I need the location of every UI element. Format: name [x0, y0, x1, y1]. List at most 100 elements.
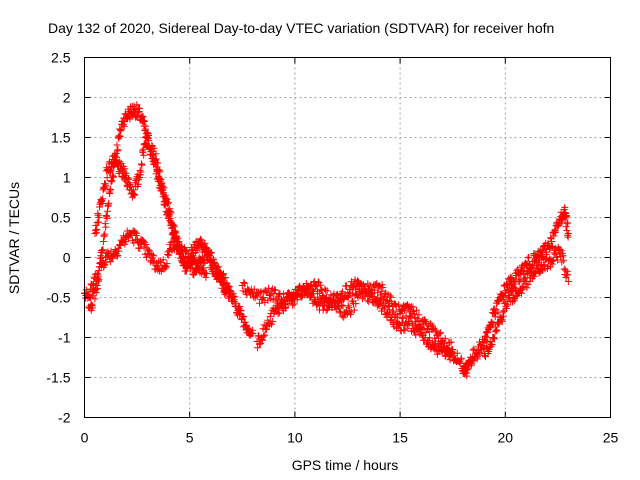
- data-point-fill: [453, 349, 461, 357]
- data-point-fill: [101, 230, 109, 238]
- data-point-fill: [493, 327, 501, 335]
- data-point-fill: [171, 234, 179, 242]
- data-point-fill: [142, 241, 150, 248]
- data-point-fill: [404, 324, 412, 332]
- data-point-fill: [236, 303, 244, 310]
- data-point-fill: [336, 308, 344, 316]
- data-point-fill: [353, 277, 361, 285]
- data-point-fill: [491, 335, 498, 343]
- data-point-fill: [102, 223, 110, 231]
- data-point-fill: [113, 252, 121, 260]
- data-point-fill: [154, 266, 162, 274]
- data-point-fill: [546, 263, 554, 271]
- data-point-fill: [152, 155, 160, 163]
- y-tick-label: 2.5: [51, 50, 71, 66]
- data-point-fill: [394, 314, 402, 322]
- data-point-fill: [235, 311, 243, 318]
- data-point-fill: [200, 264, 207, 272]
- data-point-fill: [287, 297, 295, 304]
- data-point-fill: [254, 344, 262, 352]
- data-point-fill: [495, 320, 503, 328]
- y-tick-label: 1: [63, 170, 71, 186]
- data-marks: [81, 101, 572, 380]
- data-point-fill: [298, 293, 306, 301]
- data-point-fill: [255, 340, 263, 348]
- data-point-fill: [379, 284, 387, 292]
- data-point-fill: [197, 258, 204, 266]
- data-point-fill: [548, 260, 556, 268]
- data-point-fill: [258, 336, 266, 344]
- data-point-fill: [508, 274, 516, 282]
- data-point-fill: [172, 235, 180, 242]
- data-point-fill: [109, 173, 117, 181]
- data-point-fill: [381, 304, 388, 312]
- data-point-fill: [437, 329, 445, 337]
- data-point-fill: [323, 287, 331, 295]
- data-point-fill: [401, 307, 409, 315]
- data-point-fill: [492, 326, 500, 334]
- data-point-fill: [140, 151, 148, 159]
- data-point-fill: [564, 219, 572, 227]
- data-point-fill: [411, 321, 419, 329]
- data-point-fill: [182, 246, 189, 254]
- data-point-fill: [186, 265, 194, 273]
- data-point-fill: [92, 280, 100, 288]
- data-point-fill: [260, 332, 268, 340]
- data-point-fill: [292, 290, 300, 298]
- data-point-fill: [498, 317, 506, 325]
- data-point-fill: [221, 274, 229, 281]
- tick-labels: 0 5 10 15 20 25 -2 -1.5 -1 -0.5 0 0.5 1 1.5 2 2.5: [46, 50, 618, 446]
- data-point: [102, 254, 109, 261]
- data-point-fill: [511, 280, 519, 288]
- data-point-fill: [415, 311, 423, 319]
- data-point-fill: [241, 280, 249, 288]
- data-point-fill: [524, 280, 532, 288]
- data-point-fill: [379, 305, 387, 313]
- data-point-fill: [227, 288, 235, 296]
- data-point-fill: [508, 288, 516, 296]
- data-point-fill: [403, 321, 411, 329]
- data-point-fill: [94, 275, 102, 283]
- data-point-fill: [395, 301, 403, 309]
- data-point-fill: [269, 317, 277, 325]
- data-point-fill: [558, 218, 566, 226]
- data-point-fill: [334, 299, 342, 307]
- data-point-fill: [121, 165, 129, 173]
- data-point-fill: [94, 285, 102, 293]
- data-point-fill: [430, 343, 438, 351]
- data-point-fill: [540, 261, 548, 269]
- data-point-fill: [91, 295, 99, 303]
- data-point: [388, 314, 396, 321]
- data-point-fill: [499, 308, 507, 316]
- data-point-fill: [163, 260, 171, 268]
- data-point-fill: [446, 339, 454, 347]
- data-point-fill: [141, 141, 149, 149]
- data-point-fill: [322, 306, 330, 314]
- data-point-fill: [393, 311, 401, 319]
- data-point-fill: [434, 334, 442, 342]
- data-point-fill: [436, 330, 444, 338]
- data-point-fill: [137, 168, 145, 176]
- data-point-fill: [114, 146, 122, 154]
- data-point-fill: [165, 211, 173, 219]
- data-point-fill: [350, 306, 358, 314]
- data-point-fill: [263, 325, 271, 333]
- data-point-fill: [307, 291, 315, 299]
- data-point-fill: [558, 258, 566, 266]
- data-point: [539, 262, 547, 269]
- chart-title: Day 132 of 2020, Sidereal Day-to-day VTE…: [48, 20, 554, 36]
- data-point-fill: [491, 328, 499, 336]
- data-point: [259, 294, 267, 301]
- data-point-fill: [154, 159, 162, 167]
- data-point-fill: [383, 297, 391, 305]
- data-point-fill: [275, 309, 283, 317]
- data-point-fill: [392, 317, 400, 325]
- y-tick-label: 0: [63, 250, 71, 266]
- data-point-fill: [399, 314, 406, 322]
- data-point-fill: [470, 345, 478, 353]
- data-point-fill: [500, 292, 508, 300]
- data-point-fill: [563, 213, 571, 221]
- data-point-fill: [109, 254, 117, 262]
- data-point-fill: [265, 292, 273, 299]
